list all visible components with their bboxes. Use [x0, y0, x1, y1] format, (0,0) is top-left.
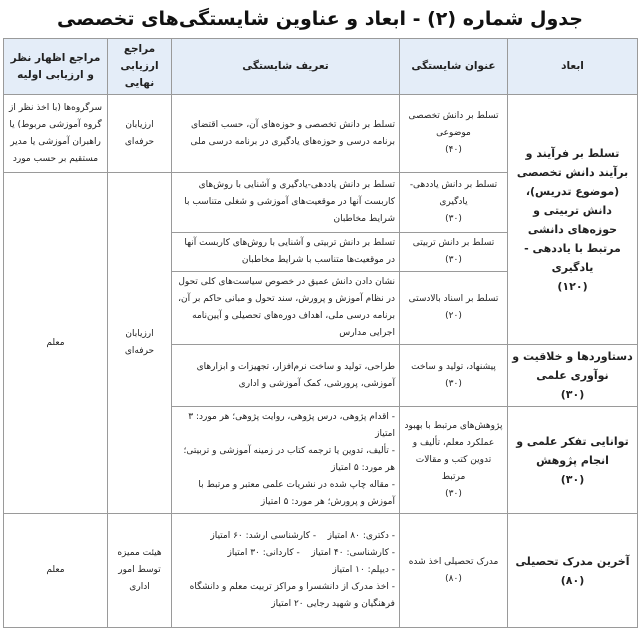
- definition-line: - اقدام پژوهی، درس پژوهی، روایت پژوهی؛ ه…: [188, 412, 395, 439]
- final-ref-cell: هیئت ممیزه توسط امور اداری: [107, 513, 172, 628]
- dimension-cell: تسلط بر فرآیند و برآیند دانش تخصصی (موضو…: [507, 94, 638, 345]
- header-definition: تعریف شایستگی: [171, 38, 400, 95]
- definition-cell: - دکتری: ۸۰ امتیاز - کارشناسی ارشد: ۶۰ ا…: [171, 513, 400, 628]
- competency-table: ابعاد عنوان شایستگی تعریف شایستگی مراجع …: [3, 38, 638, 628]
- dimension-score: (۸۰): [560, 573, 585, 587]
- competency-score: (۸۰): [445, 573, 462, 584]
- competency-score: (۴۰): [445, 145, 462, 155]
- title-cell: تسلط بر دانش تخصصی موضوعی (۴۰): [399, 94, 508, 173]
- definition-cell: تسلط بر دانش یاددهی-یادگیری و آشنایی با …: [171, 172, 400, 233]
- competency-title: تسلط بر دانش تربیتی: [412, 238, 495, 248]
- competency-score: (۳۰): [445, 255, 462, 265]
- competency-title: پژوهش‌های مرتبط با بهبود عملکرد معلم، تأ…: [404, 420, 503, 482]
- dimension-cell: توانایی تفکر علمی و انجام پژوهش (۳۰): [507, 406, 638, 514]
- initial-ref-cell: معلم: [3, 513, 108, 628]
- table-row: آخرین مدرک تحصیلی (۸۰) مدرک تحصیلی اخذ شد…: [3, 513, 638, 628]
- definition-cell: - اقدام پژوهی، درس پژوهی، روایت پژوهی؛ ه…: [171, 406, 400, 514]
- competency-title: مدرک تحصیلی اخذ شده: [408, 556, 499, 567]
- initial-ref-cell: سرگروه‌ها (با اخذ نظر از گروه آموزشی مرب…: [3, 94, 108, 173]
- definition-cell: طراحی، تولید و ساخت نرم‌افزار، تجهیزات و…: [171, 344, 400, 407]
- competency-score: (۳۰): [445, 488, 462, 499]
- final-ref-cell: ارزیابان حرفه‌ای: [107, 172, 172, 514]
- definition-cell: تسلط بر دانش تخصصی و حوزه‌های آن، حسب اق…: [171, 94, 400, 173]
- title-cell: تسلط بر اسناد بالادستی (۲۰): [399, 271, 508, 345]
- definition-cell: تسلط بر دانش تربیتی و آشنایی با روش‌های …: [171, 232, 400, 272]
- table-row: تسلط بر اسناد بالادستی (۲۰) نشان دادن دان…: [4, 271, 638, 345]
- header-final-ref: مراجع ارزیابی نهایی: [107, 38, 172, 95]
- dimension-name: دستاوردها و خلاقیت و نوآوری علمی: [512, 350, 633, 382]
- competency-title: پیشنهاد، تولید و ساخت: [411, 361, 496, 372]
- dimension-score: (۱۲۰): [557, 279, 588, 293]
- definition-line: - اخذ مدرک از دانشسرا و مراکز تربیت معلم…: [189, 582, 395, 609]
- definition-line: - مقاله چاپ شده در نشریات علمی معتبر و م…: [198, 480, 395, 507]
- title-cell: تسلط بر دانش تربیتی (۳۰): [399, 232, 508, 272]
- dimension-cell: آخرین مدرک تحصیلی (۸۰): [507, 513, 638, 628]
- header-row: ابعاد عنوان شایستگی تعریف شایستگی مراجع …: [3, 38, 638, 95]
- definition-line: - تألیف، تدوین یا ترجمه کتاب در زمینه آم…: [183, 446, 396, 473]
- table-row: دستاوردها و خلاقیت و نوآوری علمی (۳۰) پیش…: [4, 344, 638, 407]
- header-title: عنوان شایستگی: [399, 38, 508, 95]
- title-cell: تسلط بر دانش یاددهی- یادگیری (۳۰): [399, 172, 508, 233]
- initial-ref-cell: معلم: [3, 172, 108, 514]
- competency-score: (۳۰): [445, 214, 462, 224]
- dimension-name: آخرین مدرک تحصیلی: [515, 554, 630, 568]
- dimension-score: (۳۰): [560, 472, 585, 486]
- page-title: جدول شماره (۲) - ابعاد و عناوین شایستگی‌…: [57, 8, 583, 30]
- table-row: تسلط بر فرآیند و برآیند دانش تخصصی (موضو…: [3, 94, 638, 345]
- dimension-cell: دستاوردها و خلاقیت و نوآوری علمی (۳۰): [507, 344, 638, 407]
- table-row: تسلط بر دانش تربیتی (۳۰) تسلط بر دانش ترب…: [4, 232, 638, 272]
- definition-line: - دیپلم: ۱۰ امتیاز: [332, 565, 395, 575]
- competency-score: (۳۰): [445, 378, 462, 389]
- title-cell: پژوهش‌های مرتبط با بهبود عملکرد معلم، تأ…: [399, 406, 508, 514]
- dimension-score: (۳۰): [560, 388, 585, 401]
- title-cell: پیشنهاد، تولید و ساخت (۳۰): [399, 344, 508, 407]
- table-row: تسلط بر دانش یاددهی- یادگیری (۳۰) تسلط بر…: [3, 172, 638, 514]
- competency-title: تسلط بر دانش یاددهی- یادگیری: [409, 180, 498, 207]
- title-cell: مدرک تحصیلی اخذ شده (۸۰): [399, 513, 508, 628]
- final-ref-cell: ارزیابان حرفه‌ای: [107, 94, 172, 173]
- dimension-name: توانایی تفکر علمی و انجام پژوهش: [516, 434, 629, 467]
- header-dimensions: ابعاد: [507, 38, 638, 95]
- definition-line: - دکتری: ۸۰ امتیاز - کارشناسی ارشد: ۶۰ ا…: [210, 531, 395, 541]
- competency-score: (۲۰): [445, 311, 462, 321]
- competency-title: تسلط بر دانش تخصصی موضوعی: [408, 111, 499, 138]
- definition-line: - کارشناسی: ۴۰ امتیاز - کاردانی: ۳۰ امتی…: [227, 548, 395, 558]
- definition-cell: نشان دادن دانش عمیق در خصوص سیاست‌های کل…: [171, 271, 400, 345]
- dimension-name: تسلط بر فرآیند و برآیند دانش تخصصی (موضو…: [516, 146, 629, 274]
- header-initial-ref: مراجع اظهار نظر و ارزیابی اولیه: [3, 38, 108, 95]
- competency-title: تسلط بر اسناد بالادستی: [408, 294, 499, 304]
